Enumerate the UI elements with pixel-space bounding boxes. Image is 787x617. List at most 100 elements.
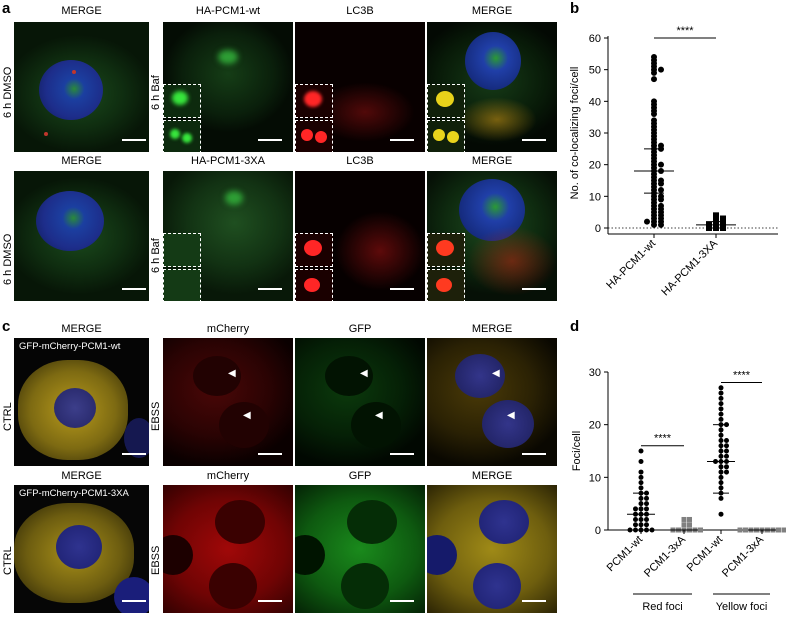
x-tick-label: PCM1-3xA [642, 533, 689, 580]
a-row1-treat-label: 6 h Baf [150, 75, 162, 110]
chart-d: 0102030Foci/cellPCM1-wtPCM1-3xAPCM1-wtPC… [571, 367, 786, 613]
scale-bar [390, 453, 414, 455]
data-point [658, 187, 664, 193]
data-point [720, 215, 726, 222]
data-point [651, 69, 657, 76]
data-point [658, 196, 664, 203]
c-row1-col3-title: MERGE [471, 323, 513, 335]
data-point [638, 480, 644, 486]
c-row1-inset-caption: GFP-mCherry-PCM1-wt [19, 341, 121, 352]
a-row1-col2-title: LC3B [346, 5, 374, 17]
data-point [638, 485, 644, 491]
data-point [644, 506, 649, 512]
y-tick-label: 20 [589, 420, 601, 432]
data-point [718, 390, 724, 396]
significance-label: **** [733, 370, 751, 382]
data-point [644, 218, 650, 225]
y-tick-label: 0 [595, 223, 601, 235]
data-point [737, 527, 743, 533]
significance-label: **** [676, 25, 694, 37]
y-tick-label: 40 [589, 96, 601, 108]
x-tick-label: PCM1-wt [685, 534, 725, 574]
c-row1-treat-label: EBSS [150, 401, 162, 431]
data-point [658, 66, 664, 73]
scale-bar [258, 288, 282, 290]
data-point [718, 411, 724, 417]
a-row2-merge-image [14, 171, 149, 301]
scale-bar [390, 600, 414, 602]
y-tick-label: 30 [589, 367, 601, 379]
scale-bar [390, 139, 414, 141]
data-point [651, 221, 657, 228]
data-point [718, 406, 724, 412]
c-row2-merge-image: GFP-mCherry-PCM1-3XA [14, 485, 149, 613]
x-tick-label: PCM1-wt [605, 534, 645, 574]
c-row1-ctrl-label: CTRL [2, 402, 14, 431]
y-tick-label: 30 [589, 128, 601, 140]
y-tick-label: 0 [595, 525, 601, 537]
data-point [687, 522, 692, 528]
scale-bar [390, 288, 414, 290]
data-point [658, 161, 664, 168]
data-point [649, 527, 655, 533]
arrowhead-icon: ◀ [243, 410, 251, 421]
a-row1-col3-title: MERGE [471, 5, 513, 17]
scale-bar [522, 453, 546, 455]
panel-label-d: d [570, 318, 580, 335]
scale-bar [258, 139, 282, 141]
scale-bar [122, 139, 146, 141]
data-point [681, 522, 687, 528]
data-point [698, 527, 703, 533]
c-row1-col3-image: ◀ ◀ [427, 338, 557, 466]
data-point [718, 511, 724, 517]
data-point [638, 469, 644, 475]
c-row2-inset-caption: GFP-mCherry-PCM1-3XA [19, 488, 129, 499]
data-point [713, 215, 719, 222]
data-point [743, 527, 748, 533]
data-point [681, 516, 687, 522]
panel-label-b: b [570, 0, 580, 17]
data-point [724, 469, 729, 475]
data-point [718, 495, 724, 501]
data-point [638, 474, 644, 480]
data-point [644, 522, 649, 528]
arrowhead-icon: ◀ [492, 368, 500, 379]
data-point [724, 464, 729, 470]
scale-bar [122, 600, 146, 602]
scale-bar [522, 600, 546, 602]
data-point [724, 453, 729, 459]
c-row2-col1-image [163, 485, 293, 613]
c-row2-col3-image [427, 485, 557, 613]
y-tick-label: 10 [589, 191, 601, 203]
data-point [781, 527, 786, 533]
scale-bar [122, 453, 146, 455]
panel-label-a: a [2, 0, 11, 17]
a-row2-col3-title: MERGE [471, 155, 513, 167]
a-row2-col3-image [427, 171, 557, 301]
group-label: Yellow foci [716, 601, 768, 613]
data-point [651, 111, 657, 117]
y-axis-label: Foci/cell [571, 431, 583, 471]
x-tick-label: HA-PCM1-3XA [659, 237, 720, 298]
c-row2-ctrl-label: CTRL [2, 546, 14, 575]
arrowhead-icon: ◀ [360, 368, 368, 379]
data-point [644, 501, 649, 507]
arrowhead-icon: ◀ [228, 368, 236, 379]
data-point [633, 522, 638, 528]
data-point [658, 221, 664, 228]
a-row1-col1-title: HA-PCM1-wt [195, 5, 261, 17]
data-point [651, 76, 657, 83]
a-row2-col2-image [295, 171, 425, 301]
a-row1-col1-image [163, 22, 293, 152]
c-row2-treat-label: EBSS [150, 545, 162, 575]
data-point [658, 180, 664, 187]
y-axis-label: No. of co-localizing foci/cell [569, 67, 581, 200]
data-point [713, 212, 719, 219]
c-row1-col2-title: GFP [348, 323, 372, 335]
data-point [724, 443, 729, 449]
a-row2-treat-label: 6 h Baf [150, 238, 162, 273]
a-row1-merge-title: MERGE [61, 5, 102, 17]
significance-label: **** [654, 433, 672, 445]
c-row2-col3-title: MERGE [471, 470, 513, 482]
c-row1-col2-image: ◀ ◀ [295, 338, 425, 466]
